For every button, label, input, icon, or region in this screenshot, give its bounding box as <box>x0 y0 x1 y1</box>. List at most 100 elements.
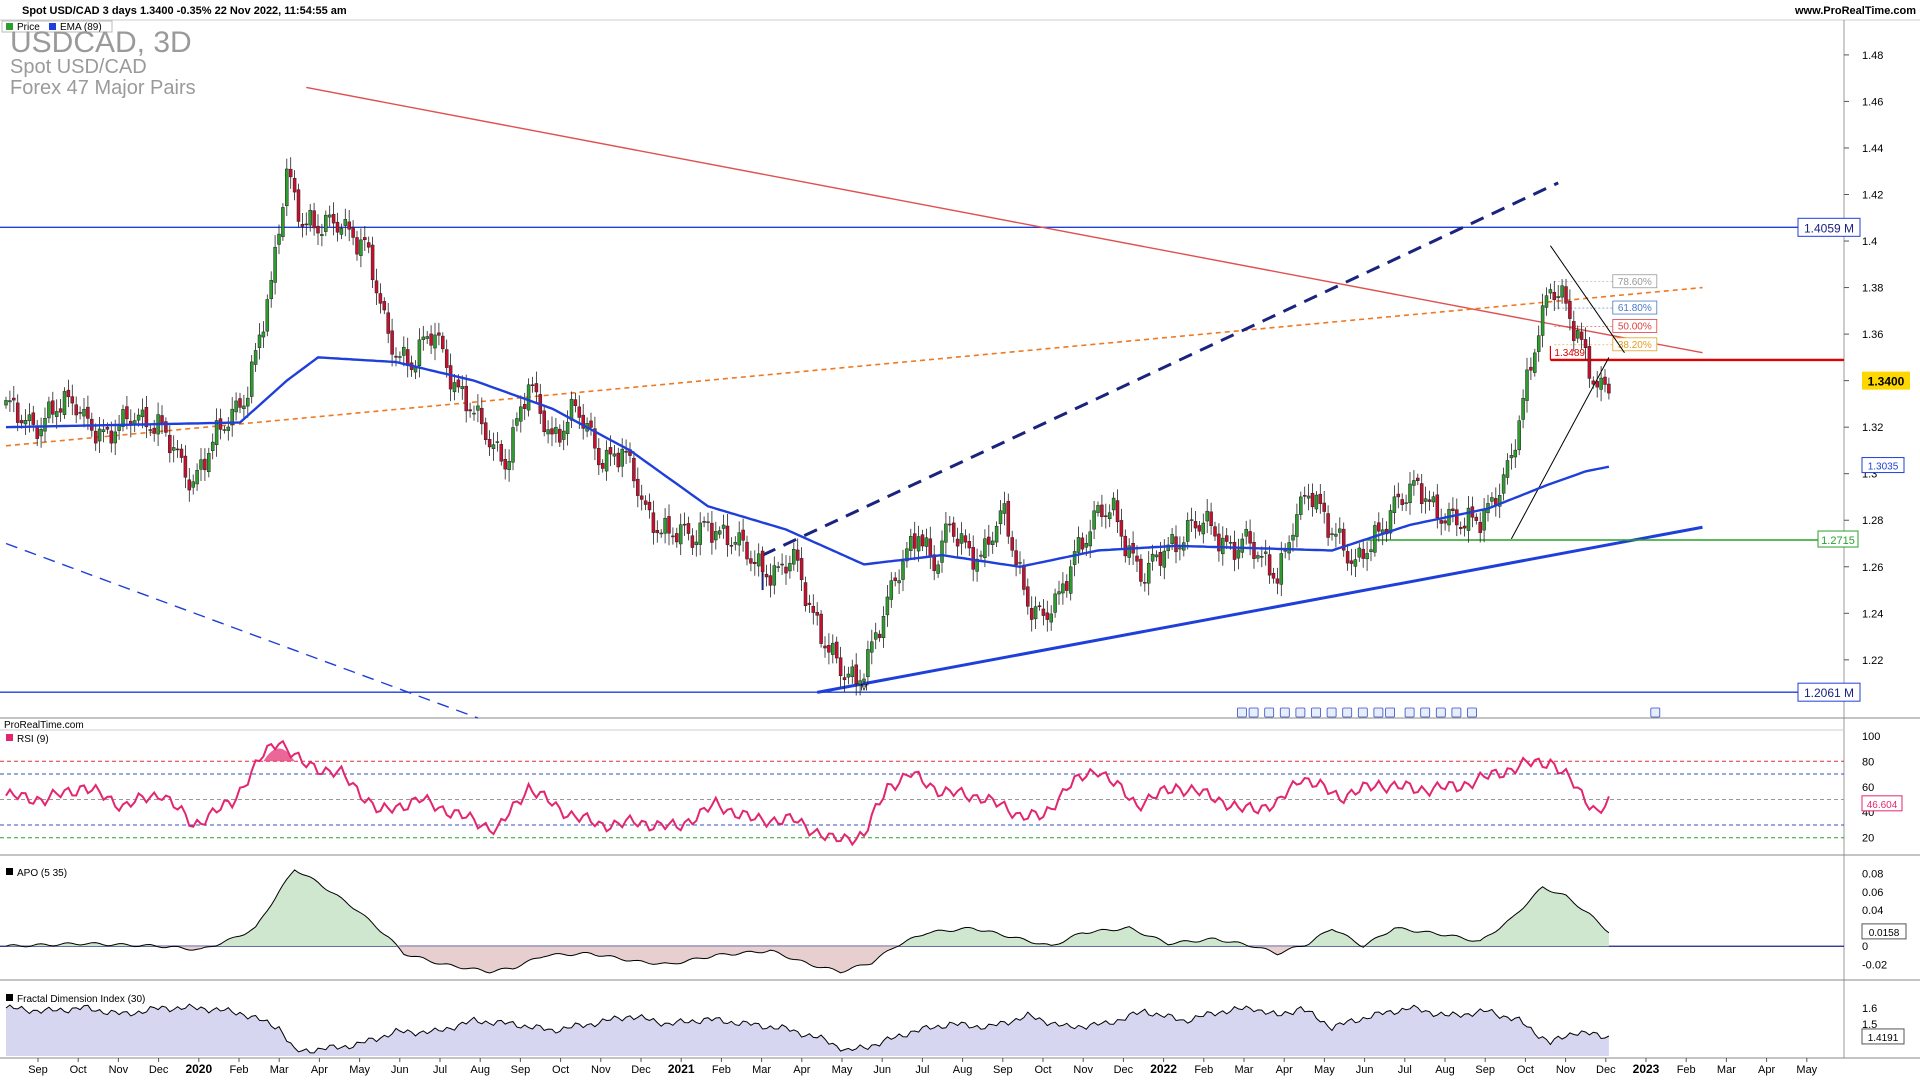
candle-body <box>261 331 266 338</box>
legend-box <box>1 20 113 33</box>
time-tick-label: Feb <box>712 1064 731 1076</box>
candle-body <box>1037 605 1042 608</box>
candle-body <box>335 221 340 233</box>
candle-body <box>483 422 488 440</box>
time-tick-label: May <box>832 1064 853 1076</box>
candle-body <box>799 558 804 581</box>
time-tick-label: Aug <box>470 1064 490 1076</box>
candle-body <box>1474 516 1479 521</box>
candle-body <box>1357 547 1362 558</box>
candle-body <box>495 441 500 443</box>
candle-body <box>1127 545 1131 558</box>
candle-body <box>507 461 511 470</box>
green-level-label: 1.2715 <box>1821 535 1855 547</box>
candle-body <box>249 361 254 397</box>
candle-body <box>866 649 870 678</box>
candle-body <box>429 333 433 346</box>
candle-body <box>331 214 336 224</box>
candle-body <box>1291 534 1295 541</box>
time-tick-label: Nov <box>109 1064 129 1076</box>
time-tick-label: Jul <box>1398 1064 1412 1076</box>
time-tick-label: Dec <box>631 1064 651 1076</box>
fdi-tick-label: 1.5 <box>1862 1019 1877 1031</box>
prorealtime-credit: ProRealTime.com <box>4 720 84 731</box>
candle-body <box>1369 549 1373 552</box>
candle-body <box>51 400 55 415</box>
candle-body <box>398 356 402 358</box>
calendar-event-icon <box>1311 707 1321 718</box>
candle-body <box>207 453 211 473</box>
candle-body <box>889 580 894 600</box>
candle-body <box>717 530 722 535</box>
candle-body <box>370 244 375 281</box>
candle-body <box>671 535 675 538</box>
candle-body <box>737 532 741 546</box>
candle-body <box>1275 578 1280 584</box>
candle-body <box>47 401 51 419</box>
candle-body <box>1026 586 1030 607</box>
candle-body <box>320 234 324 236</box>
candle-body <box>975 558 979 572</box>
price-tick-label: 1.44 <box>1862 143 1883 155</box>
candle-body <box>300 223 305 227</box>
candle-body <box>725 525 730 546</box>
candle-body <box>125 406 129 420</box>
candle-body <box>764 573 769 578</box>
candle-body <box>1240 538 1245 553</box>
candle-body <box>912 533 917 549</box>
candle-body <box>1076 537 1081 553</box>
candle-body <box>686 523 691 534</box>
candle-body <box>66 389 71 398</box>
candle-body <box>589 420 593 428</box>
wedge-support-line <box>1510 357 1610 540</box>
candle-body <box>795 549 800 561</box>
target-level-label: 1.3489 <box>1554 348 1585 359</box>
candle-body <box>581 414 585 429</box>
candle-body <box>534 383 539 393</box>
rsi-value-label: 46.604 <box>1867 800 1898 811</box>
candle-body <box>253 350 258 365</box>
candle-body <box>1392 496 1397 513</box>
candle-body <box>803 582 808 606</box>
candle-body <box>144 407 149 428</box>
website-link[interactable]: www.ProRealTime.com <box>1794 5 1916 17</box>
candle-body <box>998 510 1003 525</box>
candle-body <box>1533 352 1537 373</box>
candle-body <box>425 336 429 339</box>
time-tick-label: Nov <box>1073 1064 1093 1076</box>
candle-body <box>285 168 289 207</box>
candle-body <box>1396 493 1401 498</box>
calendar-event-icon <box>1326 707 1337 718</box>
time-tick-label: Mar <box>1717 1064 1736 1076</box>
candle-body <box>1061 583 1065 594</box>
candle-body <box>273 246 277 283</box>
candle-body <box>1045 612 1050 620</box>
candle-body <box>1041 608 1046 616</box>
candle-body <box>93 430 98 444</box>
candle-body <box>324 214 328 232</box>
candle-body <box>1490 497 1494 502</box>
candle-body <box>831 642 835 655</box>
candle-body <box>1107 512 1112 519</box>
watermark-group: Forex 47 Major Pairs <box>10 77 196 99</box>
candle-body <box>1154 554 1159 558</box>
candle-body <box>101 429 106 432</box>
candle-body <box>39 429 43 437</box>
candle-body <box>1575 330 1580 339</box>
candle-body <box>1111 497 1116 511</box>
candle-body <box>304 223 309 226</box>
candle-body <box>1178 547 1182 550</box>
candle-body <box>1232 541 1237 560</box>
candle-body <box>347 221 351 230</box>
candle-body <box>944 523 948 543</box>
candle-body <box>593 428 597 449</box>
time-tick-label: Mar <box>752 1064 771 1076</box>
candle-body <box>1455 509 1459 526</box>
candle-body <box>363 237 367 241</box>
calendar-event-icon <box>1295 707 1306 718</box>
candle-body <box>1170 534 1174 544</box>
candle-body <box>1599 377 1603 390</box>
candle-body <box>460 386 465 389</box>
fdi-title: Fractal Dimension Index (30) <box>17 994 145 1005</box>
